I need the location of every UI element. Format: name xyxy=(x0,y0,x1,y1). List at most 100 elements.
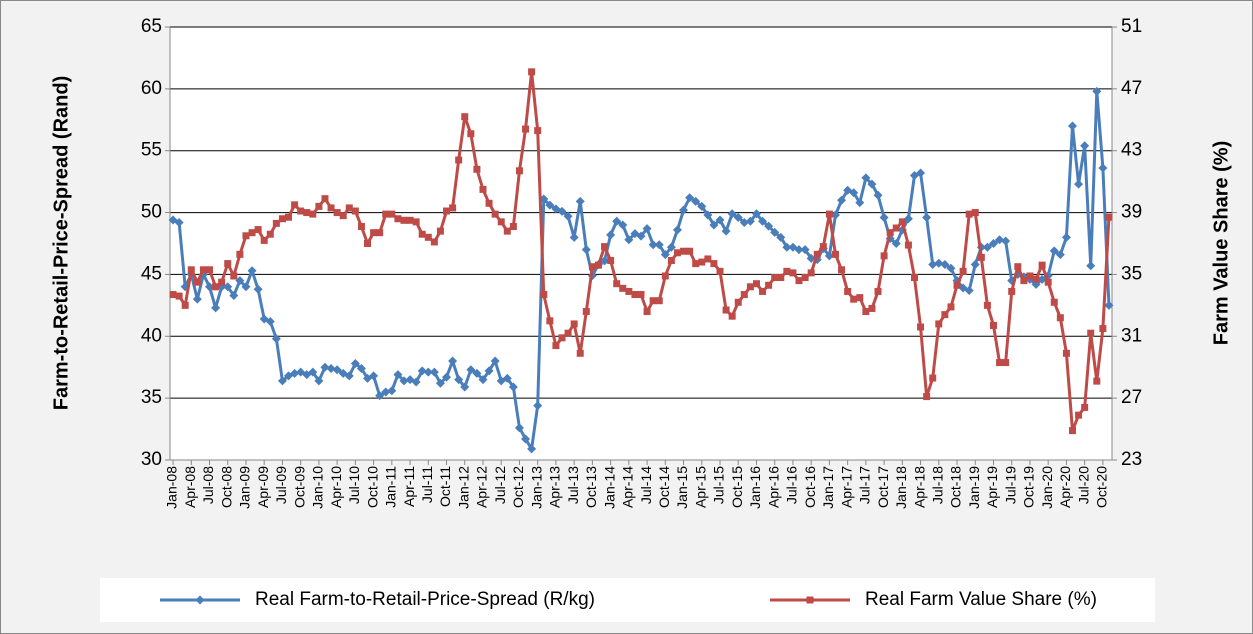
data-point xyxy=(254,226,262,234)
data-point xyxy=(800,245,810,255)
data-point xyxy=(534,127,542,135)
data-point xyxy=(874,287,882,295)
data-point xyxy=(929,374,937,382)
data-point xyxy=(685,193,695,203)
data-point xyxy=(364,240,372,247)
data-point xyxy=(290,368,300,378)
data-point xyxy=(1105,213,1113,221)
x-tick-label: Apr-16 xyxy=(765,466,781,508)
data-point xyxy=(533,401,543,411)
data-point xyxy=(940,260,950,270)
data-point xyxy=(449,204,457,212)
data-point xyxy=(1044,278,1052,286)
data-point xyxy=(862,308,870,316)
data-point xyxy=(824,251,834,261)
data-point xyxy=(642,224,652,234)
x-tick-label: Jan-08 xyxy=(164,466,180,509)
data-point xyxy=(1098,163,1108,173)
legend-label: Real Farm Value Share (%) xyxy=(865,589,1097,610)
data-point xyxy=(959,267,967,275)
data-point xyxy=(806,253,816,263)
data-point xyxy=(332,365,342,375)
data-point xyxy=(1087,329,1095,337)
legend xyxy=(100,578,1155,622)
data-point xyxy=(977,253,985,261)
data-point xyxy=(515,167,523,175)
data-point xyxy=(770,227,780,237)
data-point xyxy=(260,236,268,244)
data-point xyxy=(277,376,287,386)
data-point xyxy=(1074,179,1084,189)
x-tick-label: Jan-11 xyxy=(383,466,399,508)
data-point xyxy=(661,272,669,280)
y2-tick-label: 47 xyxy=(1121,78,1142,99)
data-point xyxy=(540,291,548,299)
data-point xyxy=(218,278,226,286)
data-point xyxy=(1001,236,1011,246)
data-point xyxy=(484,366,494,376)
data-point xyxy=(752,280,760,288)
data-point xyxy=(387,386,397,396)
x-tick-label: Oct-12 xyxy=(510,466,526,508)
x-tick-label: Apr-15 xyxy=(692,466,708,508)
x-tick-label: Apr-18 xyxy=(911,466,927,508)
data-point xyxy=(698,258,706,266)
data-point xyxy=(636,231,646,241)
x-tick-label: Jan-16 xyxy=(747,466,763,509)
data-point xyxy=(490,356,500,366)
y-axis-title: Farm-to-Retail-Price-Spread (Rand) xyxy=(50,76,72,411)
data-point xyxy=(1067,121,1077,131)
data-point xyxy=(831,250,839,258)
data-point xyxy=(746,283,754,291)
data-point xyxy=(503,227,511,235)
data-point xyxy=(1080,141,1090,151)
data-point xyxy=(248,229,256,237)
data-point xyxy=(716,267,724,275)
data-point xyxy=(356,363,366,373)
y-tick-label: 45 xyxy=(141,263,162,284)
data-point xyxy=(442,372,452,382)
data-point xyxy=(983,301,991,309)
data-point xyxy=(187,266,195,274)
data-point xyxy=(941,311,949,319)
data-point xyxy=(996,359,1004,367)
data-point xyxy=(230,272,238,280)
y2-tick-label: 27 xyxy=(1121,387,1142,408)
data-point xyxy=(448,356,458,366)
y-tick-label: 40 xyxy=(141,325,162,346)
data-point xyxy=(247,266,257,276)
data-point xyxy=(509,222,517,230)
data-point xyxy=(1049,246,1059,256)
data-point xyxy=(965,210,973,218)
data-point xyxy=(873,190,883,200)
data-point xyxy=(241,282,251,292)
y2-tick-label: 43 xyxy=(1121,140,1142,161)
data-point xyxy=(558,334,566,342)
data-point xyxy=(600,256,610,266)
data-point xyxy=(192,294,202,304)
data-point xyxy=(904,241,912,249)
x-tick-label: Jan-19 xyxy=(966,466,982,509)
data-point xyxy=(430,238,438,246)
x-tick-label: Jul-16 xyxy=(784,466,800,504)
data-point xyxy=(964,286,974,296)
data-point xyxy=(934,258,944,268)
legend-label: Real Farm-to-Retail-Price-Spread (R/kg) xyxy=(255,589,595,610)
data-point xyxy=(345,204,353,212)
x-tick-label: Jan-10 xyxy=(310,466,326,509)
data-point xyxy=(557,206,567,216)
data-point xyxy=(309,210,317,218)
data-point xyxy=(582,308,590,316)
x-tick-label: Jul-09 xyxy=(273,466,289,504)
data-point xyxy=(765,281,773,289)
data-point xyxy=(454,375,464,385)
data-point xyxy=(417,366,427,376)
x-tick-label: Oct-18 xyxy=(948,466,964,508)
data-point xyxy=(291,201,299,209)
data-point xyxy=(935,320,943,328)
data-point xyxy=(467,130,475,138)
data-point xyxy=(813,250,821,258)
data-point xyxy=(1032,275,1040,283)
data-point xyxy=(455,156,463,164)
